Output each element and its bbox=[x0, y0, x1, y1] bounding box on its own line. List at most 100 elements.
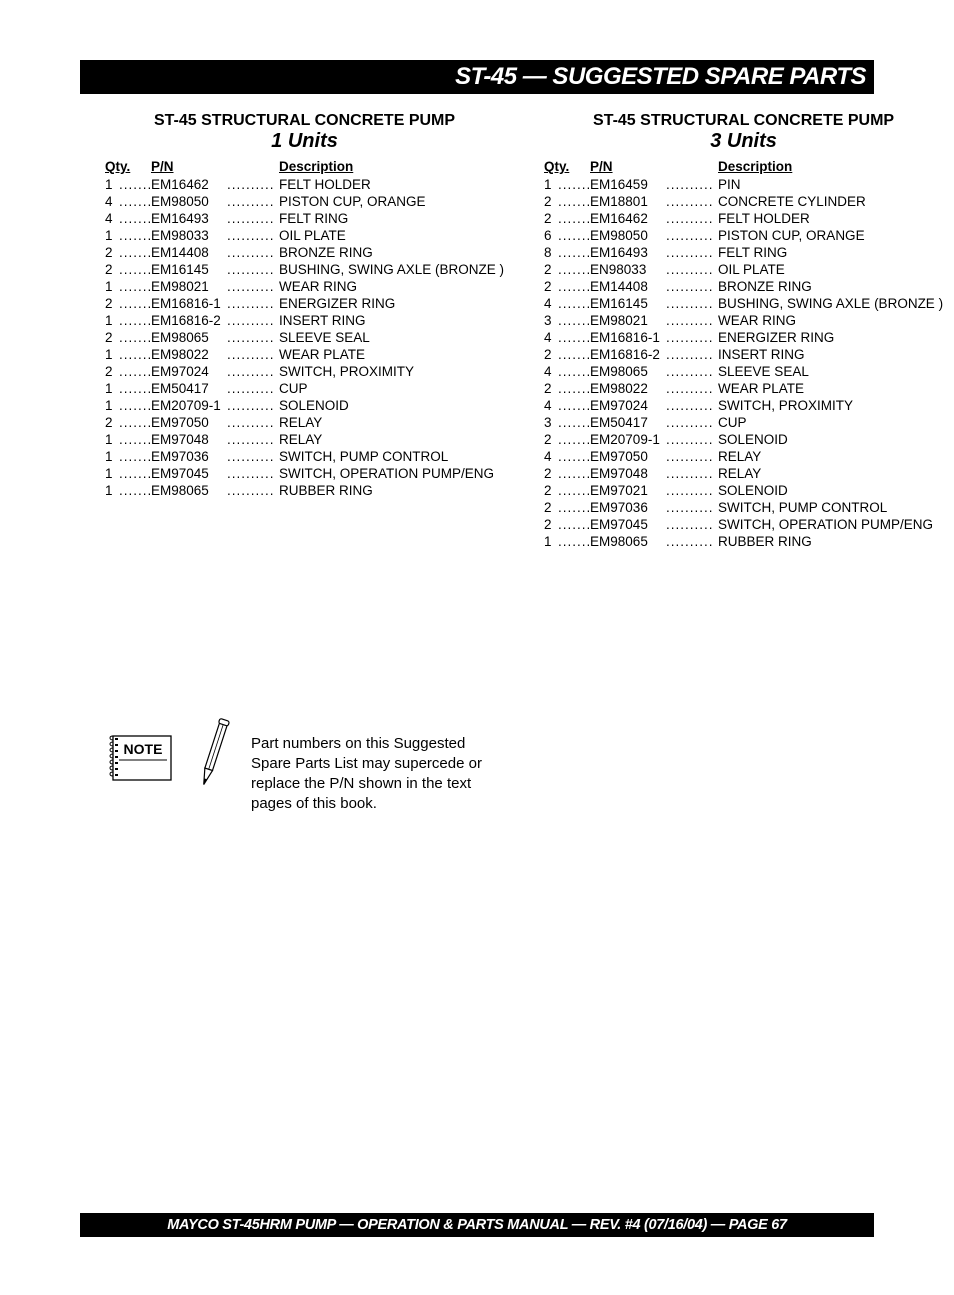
header-desc: Description bbox=[718, 159, 943, 174]
cell-desc: RELAY bbox=[279, 431, 504, 448]
cell-qty: 2 bbox=[544, 278, 558, 295]
cell-qty: 2 bbox=[105, 363, 119, 380]
cell-desc: RUBBER RING bbox=[279, 482, 504, 499]
cell-qty: 4 bbox=[105, 193, 119, 210]
dot-leader: .......... bbox=[666, 516, 718, 533]
cell-desc: BUSHING, SWING AXLE (BRONZE ) bbox=[718, 295, 943, 312]
cell-desc: PISTON CUP, ORANGE bbox=[718, 227, 943, 244]
table-row: 2..........EM97048..........RELAY bbox=[544, 465, 943, 482]
table-row: 6..........EM98050..........PISTON CUP, … bbox=[544, 227, 943, 244]
cell-pn: EM97045 bbox=[151, 465, 227, 482]
cell-pn: EM97045 bbox=[590, 516, 666, 533]
left-subhead: 1 Units bbox=[105, 130, 504, 153]
dot-leader: .......... bbox=[227, 397, 279, 414]
cell-qty: 2 bbox=[544, 210, 558, 227]
dot-leader: .......... bbox=[227, 227, 279, 244]
dot-leader: .......... bbox=[558, 431, 590, 448]
page-title: ST-45 — SUGGESTED SPARE PARTS bbox=[455, 63, 866, 91]
table-row: 4..........EM16816-1..........ENERGIZER … bbox=[544, 329, 943, 346]
cell-qty: 4 bbox=[544, 363, 558, 380]
cell-pn: EM16462 bbox=[590, 210, 666, 227]
cell-pn: EM97036 bbox=[151, 448, 227, 465]
dot-leader: .......... bbox=[119, 431, 151, 448]
header-pn: P/N bbox=[151, 159, 279, 174]
cell-pn: EM16816-2 bbox=[151, 312, 227, 329]
cell-qty: 2 bbox=[544, 380, 558, 397]
cell-pn: EM98022 bbox=[151, 346, 227, 363]
table-row: 2..........EM16145..........BUSHING, SWI… bbox=[105, 261, 504, 278]
cell-pn: EM98065 bbox=[590, 533, 666, 550]
cell-qty: 2 bbox=[544, 261, 558, 278]
cell-pn: EM97048 bbox=[590, 465, 666, 482]
table-row: 4..........EM98050..........PISTON CUP, … bbox=[105, 193, 504, 210]
dot-leader: .......... bbox=[666, 295, 718, 312]
dot-leader: .......... bbox=[227, 431, 279, 448]
cell-qty: 4 bbox=[544, 448, 558, 465]
cell-pn: EM97021 bbox=[590, 482, 666, 499]
table-row: 4..........EM16145..........BUSHING, SWI… bbox=[544, 295, 943, 312]
cell-desc: FELT RING bbox=[279, 210, 504, 227]
cell-desc: ENERGIZER RING bbox=[279, 295, 504, 312]
cell-pn: EM16816-1 bbox=[590, 329, 666, 346]
cell-qty: 1 bbox=[105, 227, 119, 244]
table-row: 1..........EM98065..........RUBBER RING bbox=[544, 533, 943, 550]
dot-leader: .......... bbox=[666, 210, 718, 227]
notepad-icon: NOTE bbox=[105, 730, 175, 784]
dot-leader: .......... bbox=[666, 499, 718, 516]
table-row: 1..........EM98033..........OIL PLATE bbox=[105, 227, 504, 244]
header-qty: Qty. bbox=[105, 159, 151, 174]
dot-leader: .......... bbox=[558, 448, 590, 465]
table-row: 1..........EM16459..........PIN bbox=[544, 176, 943, 193]
dot-leader: .......... bbox=[666, 533, 718, 550]
cell-qty: 6 bbox=[544, 227, 558, 244]
dot-leader: .......... bbox=[558, 397, 590, 414]
pencil-icon bbox=[193, 716, 233, 796]
cell-qty: 2 bbox=[105, 414, 119, 431]
cell-qty: 4 bbox=[544, 397, 558, 414]
cell-qty: 4 bbox=[544, 329, 558, 346]
cell-desc: RELAY bbox=[718, 465, 943, 482]
dot-leader: .......... bbox=[227, 244, 279, 261]
dot-leader: .......... bbox=[666, 244, 718, 261]
dot-leader: .......... bbox=[227, 465, 279, 482]
dot-leader: .......... bbox=[227, 414, 279, 431]
table-row: 2..........EM98065..........SLEEVE SEAL bbox=[105, 329, 504, 346]
table-row: 2..........EM97050..........RELAY bbox=[105, 414, 504, 431]
cell-pn: EM16493 bbox=[590, 244, 666, 261]
cell-qty: 2 bbox=[105, 329, 119, 346]
dot-leader: .......... bbox=[666, 482, 718, 499]
dot-leader: .......... bbox=[119, 397, 151, 414]
cell-desc: OIL PLATE bbox=[718, 261, 943, 278]
dot-leader: .......... bbox=[119, 329, 151, 346]
cell-desc: PISTON CUP, ORANGE bbox=[279, 193, 504, 210]
dot-leader: .......... bbox=[119, 261, 151, 278]
cell-desc: BRONZE RING bbox=[279, 244, 504, 261]
dot-leader: .......... bbox=[227, 448, 279, 465]
cell-pn: EN98033 bbox=[590, 261, 666, 278]
table-row: 1..........EM16462..........FELT HOLDER bbox=[105, 176, 504, 193]
cell-desc: SWITCH, OPERATION PUMP/ENG bbox=[279, 465, 504, 482]
table-row: 4..........EM97024..........SWITCH, PROX… bbox=[544, 397, 943, 414]
cell-pn: EM16145 bbox=[151, 261, 227, 278]
cell-desc: SLEEVE SEAL bbox=[279, 329, 504, 346]
cell-pn: EM20709-1 bbox=[590, 431, 666, 448]
dot-leader: .......... bbox=[119, 244, 151, 261]
dot-leader: .......... bbox=[558, 244, 590, 261]
dot-leader: .......... bbox=[666, 363, 718, 380]
cell-desc: WEAR RING bbox=[718, 312, 943, 329]
cell-pn: EM50417 bbox=[590, 414, 666, 431]
cell-qty: 1 bbox=[105, 397, 119, 414]
dot-leader: .......... bbox=[558, 329, 590, 346]
cell-qty: 1 bbox=[105, 380, 119, 397]
cell-qty: 1 bbox=[544, 176, 558, 193]
dot-leader: .......... bbox=[119, 227, 151, 244]
cell-desc: RELAY bbox=[279, 414, 504, 431]
dot-leader: .......... bbox=[666, 346, 718, 363]
dot-leader: .......... bbox=[119, 346, 151, 363]
table-row: 2..........EM97036..........SWITCH, PUMP… bbox=[544, 499, 943, 516]
cell-qty: 2 bbox=[105, 261, 119, 278]
cell-qty: 2 bbox=[544, 193, 558, 210]
dot-leader: .......... bbox=[227, 380, 279, 397]
table-row: 2..........EM16816-1..........ENERGIZER … bbox=[105, 295, 504, 312]
cell-qty: 1 bbox=[544, 533, 558, 550]
